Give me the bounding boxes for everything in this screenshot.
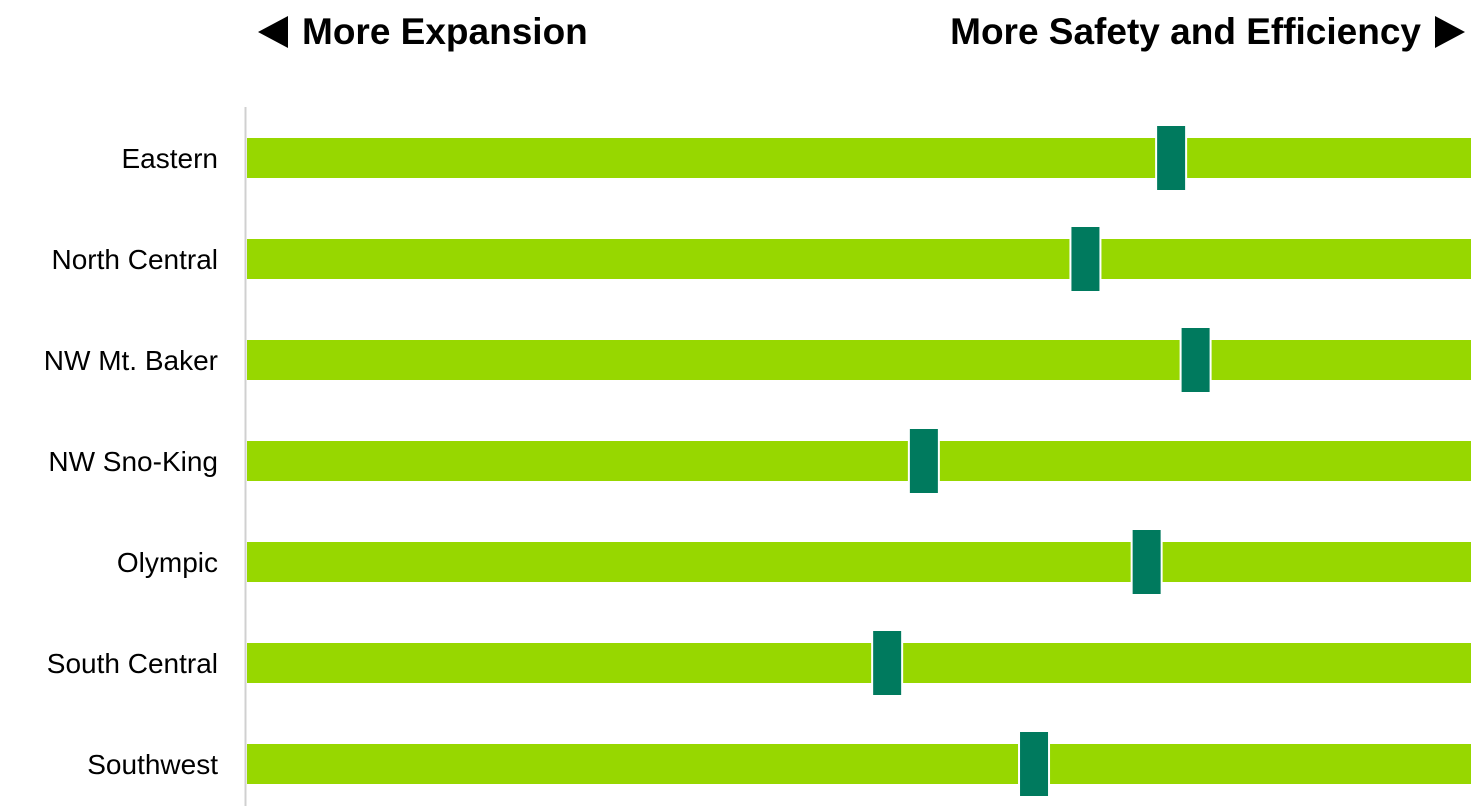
value-marker [1130, 528, 1163, 596]
left-header: More Expansion [258, 10, 588, 54]
category-label: Eastern [122, 143, 219, 174]
category-label: NW Sno-King [48, 446, 218, 477]
left-arrow-icon [258, 16, 288, 48]
value-marker [1018, 730, 1051, 798]
right-header: More Safety and Efficiency [950, 10, 1465, 54]
category-label: South Central [47, 648, 218, 679]
track-bar [247, 542, 1471, 582]
right-arrow-icon [1435, 16, 1465, 48]
right-header-label: More Safety and Efficiency [950, 11, 1421, 52]
category-label: North Central [51, 244, 218, 275]
track-bar [247, 239, 1471, 279]
value-marker [1069, 225, 1102, 293]
left-header-label: More Expansion [302, 11, 588, 52]
category-label: NW Mt. Baker [44, 345, 218, 376]
value-marker [871, 629, 904, 697]
track-bar [247, 138, 1471, 178]
value-marker [907, 427, 940, 495]
track-bar [247, 441, 1471, 481]
track-bar [247, 744, 1471, 784]
value-marker [1179, 326, 1212, 394]
chart-rows: Eastern North Central NW Mt. Baker NW Sno-K… [44, 124, 1471, 798]
value-marker [1155, 124, 1188, 192]
track-bar [247, 643, 1471, 683]
track-bar [247, 340, 1471, 380]
category-label: Southwest [87, 749, 218, 780]
category-label: Olympic [117, 547, 218, 578]
